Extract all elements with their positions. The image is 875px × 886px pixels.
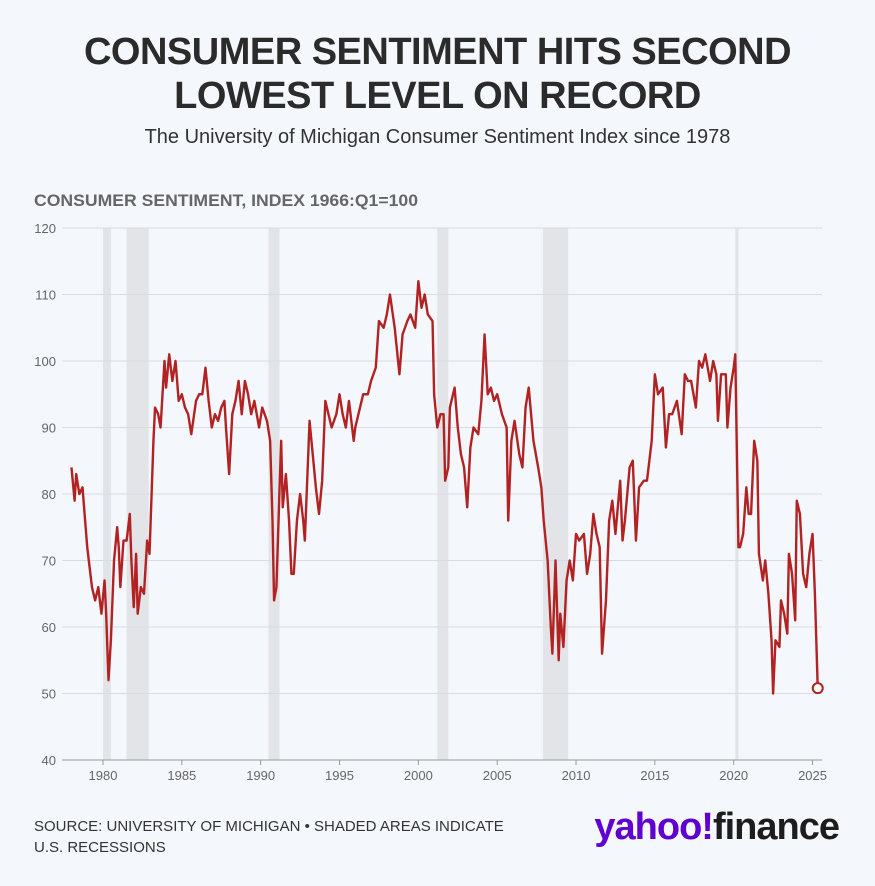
y-tick-label: 90 (42, 421, 56, 436)
y-tick-label: 120 (34, 221, 56, 236)
latest-point (811, 682, 824, 695)
x-tick-label: 2025 (798, 768, 827, 783)
brand-logo: yahoo!finance (594, 806, 840, 849)
x-tick-label: 1985 (167, 768, 196, 783)
y-tick-label: 60 (42, 620, 56, 635)
x-tick-label: 2010 (562, 768, 591, 783)
brand-finance: finance (712, 806, 840, 848)
source: SOURCE: UNIVERSITY OF MICHIGAN • SHADED … (34, 818, 504, 856)
title-line: LOWEST LEVEL ON RECORD (174, 75, 701, 117)
title-line: CONSUMER SENTIMENT HITS SECOND (83, 31, 792, 73)
x-tick-label: 2000 (404, 768, 433, 783)
y-tick-label: 100 (34, 354, 56, 369)
x-tick-label: 1990 (246, 768, 275, 783)
subtitle: The University of Michigan Consumer Sent… (144, 126, 731, 148)
x-tick-label: 2005 (483, 768, 512, 783)
y-tick-label: 110 (35, 288, 56, 303)
y-tick-label: 70 (42, 554, 56, 569)
y-tick-label: 50 (42, 687, 56, 702)
y-tick-label: 80 (42, 487, 56, 502)
x-tick-label: 1980 (89, 768, 118, 783)
y-axis-label: CONSUMER SENTIMENT, INDEX 1966:Q1=100 (34, 191, 418, 210)
x-tick-label: 2020 (719, 768, 748, 783)
sentiment-line (70, 280, 819, 695)
y-tick-label: 40 (42, 753, 56, 768)
title: CONSUMER SENTIMENT HITS SECOND LOWEST LE… (0, 30, 875, 118)
brand-yahoo: yahoo! (594, 806, 714, 848)
x-tick-label: 2015 (640, 768, 669, 783)
x-tick-label: 1995 (325, 768, 354, 783)
